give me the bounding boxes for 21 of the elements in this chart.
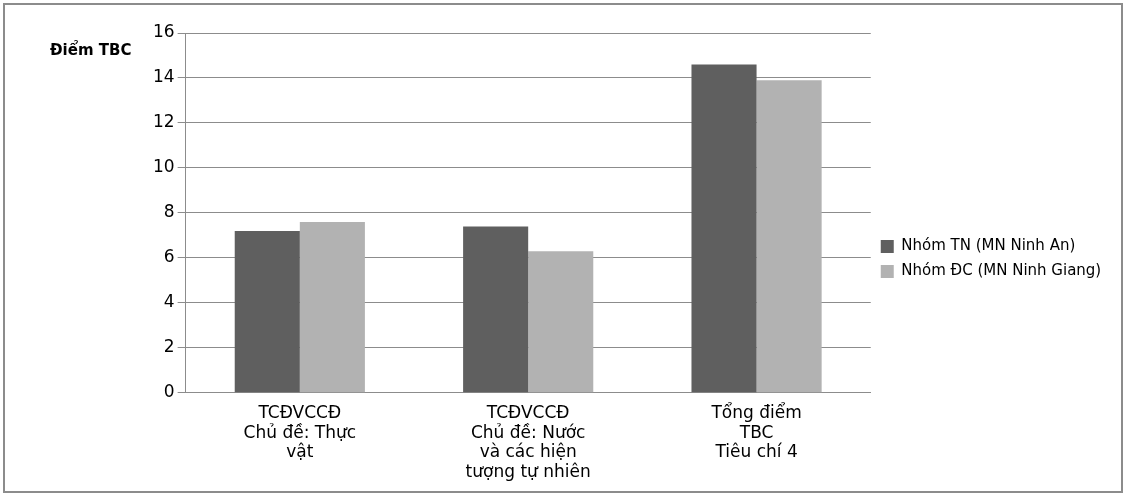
x-tick-label: TCĐVCCĐ Chủ đề: Nước và các hiện tượng tự nhiên bbox=[465, 402, 591, 481]
bar bbox=[528, 251, 594, 393]
y-axis-title: Điểm TBC bbox=[50, 39, 132, 59]
y-tick-label: 4 bbox=[163, 291, 175, 312]
y-tick-label: 10 bbox=[152, 156, 175, 177]
legend-label: Nhóm ĐC (MN Ninh Giang) bbox=[901, 261, 1102, 280]
y-tick-label: 14 bbox=[152, 66, 175, 87]
bar bbox=[299, 221, 365, 393]
y-tick-label: 2 bbox=[163, 336, 175, 357]
y-tick-label: 12 bbox=[152, 111, 175, 132]
y-tick-label: 6 bbox=[163, 246, 175, 267]
x-tick-label: TCĐVCCĐ Chủ đề: Thực vật bbox=[243, 402, 357, 462]
bar bbox=[756, 80, 822, 393]
bar bbox=[234, 230, 300, 393]
bar bbox=[463, 226, 529, 393]
y-tick-label: 16 bbox=[152, 21, 175, 42]
legend-label: Nhóm TN (MN Ninh An) bbox=[901, 236, 1076, 255]
y-tick-label: 8 bbox=[163, 201, 175, 222]
y-tick-label: 0 bbox=[163, 381, 175, 402]
x-tick-label: Tổng điểm TBC Tiêu chí 4 bbox=[710, 402, 802, 462]
bar bbox=[691, 64, 757, 393]
